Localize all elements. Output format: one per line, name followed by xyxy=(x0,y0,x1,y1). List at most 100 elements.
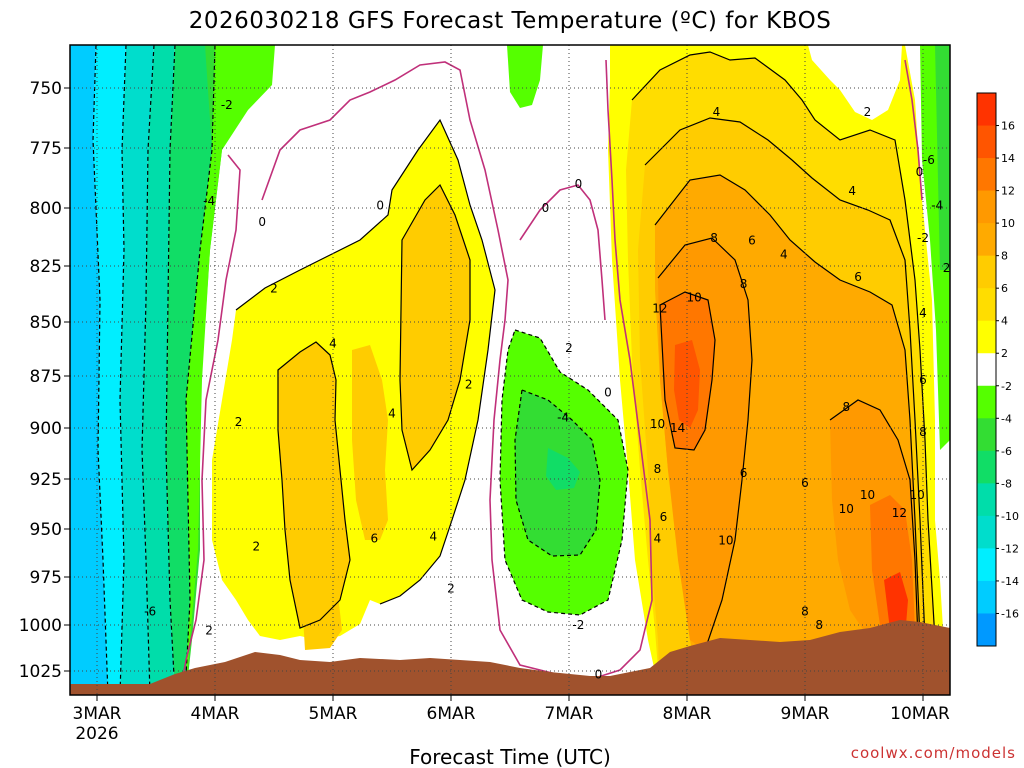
colorbar-tick-label: -2 xyxy=(1001,380,1012,393)
contour-label: 6 xyxy=(740,466,748,480)
contour-label: 0 xyxy=(258,215,266,229)
y-tick-label: 875 xyxy=(30,367,62,387)
contour-label: -2 xyxy=(221,98,233,112)
contour-label: -4 xyxy=(557,411,569,425)
colorbar-swatch xyxy=(977,158,996,192)
colorbar-swatch xyxy=(977,515,996,549)
colorbar-tick-label: 4 xyxy=(1001,315,1008,328)
colorbar-swatch xyxy=(977,548,996,582)
colorbar-tick-label: -8 xyxy=(1001,477,1012,490)
contour-label: 4 xyxy=(654,532,662,546)
contour-label: -6 xyxy=(923,153,935,167)
colorbar-frame xyxy=(976,92,997,647)
colorbar-tick-label: -10 xyxy=(1001,510,1019,523)
contour-label: 2 xyxy=(864,105,872,119)
colorbar-tick-label: -12 xyxy=(1001,542,1019,555)
colorbar-swatch xyxy=(977,320,996,354)
colorbar-swatch xyxy=(977,385,996,419)
colorbar-tick-label: -6 xyxy=(1001,445,1012,458)
contour-label: 10 xyxy=(839,502,854,516)
contour-label: 4 xyxy=(329,337,337,351)
colorbar-tick-label: 8 xyxy=(1001,250,1008,263)
x-axis: 3MAR 2026 4MAR 5MAR 6MAR 7MAR 8MAR 9MAR … xyxy=(73,695,950,744)
contour-label: 0 xyxy=(595,668,603,682)
cold-band-7 xyxy=(185,45,275,695)
contour-label: 2 xyxy=(270,281,278,295)
colorbar-swatch xyxy=(977,190,996,224)
contour-label: 6 xyxy=(919,373,927,387)
warm-area-left-inner-2 xyxy=(352,345,388,540)
colorbar: 16 14 12 10 8 6 4 2 -2 -4 -6 -8 -10 -12 -14 -16 xyxy=(976,92,1019,647)
colorbar-tick-label: 10 xyxy=(1001,217,1015,230)
contour-label: 0 xyxy=(542,201,550,215)
y-tick-label: 775 xyxy=(30,139,62,159)
x-tick-label: 6MAR xyxy=(427,704,476,724)
contour-label: 0 xyxy=(604,386,612,400)
contour-label: 4 xyxy=(429,530,437,544)
contour-label: 2 xyxy=(565,341,573,355)
y-axis: 750 775 800 825 850 875 900 925 950 975 … xyxy=(19,79,70,682)
contour-label: 6 xyxy=(660,510,668,524)
contour-label: 6 xyxy=(370,532,378,546)
contour-label: -2 xyxy=(572,618,584,632)
contour-label: 4 xyxy=(848,184,856,198)
colorbar-swatch xyxy=(977,418,996,452)
contour-label: 4 xyxy=(713,105,721,119)
contour-label: 14 xyxy=(670,421,685,435)
y-tick-label: 975 xyxy=(30,568,62,588)
y-tick-label: 750 xyxy=(30,79,62,99)
credit-text: coolwx.com/models xyxy=(851,744,1016,762)
y-tick-label: 1000 xyxy=(19,616,62,636)
warm-area-right-16 xyxy=(884,572,908,630)
contour-label: 12 xyxy=(652,302,667,316)
cold-strip-right-inner xyxy=(935,45,950,270)
contour-label: 10 xyxy=(860,488,875,502)
contour-label: 2 xyxy=(943,261,951,275)
warm-area-bottom-knob xyxy=(302,590,342,650)
x-tick-label: 7MAR xyxy=(545,704,594,724)
contour-label: 2 xyxy=(465,377,473,391)
y-tick-label: 1025 xyxy=(19,662,62,682)
colorbar-swatch xyxy=(977,483,996,517)
warm-area-left-inner-3 xyxy=(400,185,470,470)
zero-isotherm-lines xyxy=(179,59,923,695)
contour-label: 8 xyxy=(801,605,809,619)
contour-label: 6 xyxy=(801,476,809,490)
colorbar-tick-label: 14 xyxy=(1001,152,1015,165)
colorbar-swatch xyxy=(977,353,996,387)
contour-label: 12 xyxy=(892,506,907,520)
x-tick-label: 8MAR xyxy=(663,704,712,724)
plot-frame xyxy=(69,44,951,696)
y-tick-label: 950 xyxy=(30,520,62,540)
cold-band-2 xyxy=(93,45,126,695)
colorbar-tick-label: 6 xyxy=(1001,282,1008,295)
x-axis-label: Forecast Time (UTC) xyxy=(409,745,611,768)
colorbar-tick-label: -4 xyxy=(1001,412,1012,425)
contour-label: 8 xyxy=(815,618,823,632)
x-tick-label: 4MAR xyxy=(191,704,240,724)
colorbar-swatch xyxy=(977,613,996,647)
contour-label: 2 xyxy=(447,582,455,596)
colorbar-swatch xyxy=(977,125,996,159)
contour-label: -4 xyxy=(931,199,943,213)
warm-area-left-inner xyxy=(278,342,350,628)
colorbar-swatch xyxy=(977,580,996,614)
colorbar-tick-label: 16 xyxy=(1001,120,1015,133)
contour-label: 2 xyxy=(252,539,260,553)
contour-label: 8 xyxy=(842,400,850,414)
contour-label: 4 xyxy=(919,306,927,320)
x-tick-label: 5MAR xyxy=(309,704,358,724)
warm-area-right-14 xyxy=(674,340,700,428)
x-year-label: 2026 xyxy=(75,724,118,744)
contour-label: 8 xyxy=(919,425,927,439)
contour-label: 0 xyxy=(376,199,384,213)
contour-label: 4 xyxy=(388,406,396,420)
contour-label: 8 xyxy=(740,277,748,291)
colorbar-tick-label: 2 xyxy=(1001,347,1008,360)
contour-label: 0 xyxy=(916,165,924,179)
contour-label: -2 xyxy=(917,231,929,245)
contour-label: 10 xyxy=(909,488,924,502)
x-tick-label: 3MAR xyxy=(73,704,122,724)
terrain xyxy=(70,620,950,695)
